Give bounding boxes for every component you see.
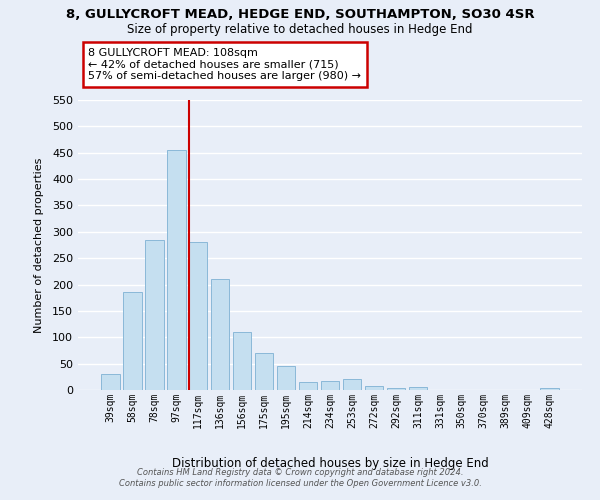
Bar <box>101 374 119 390</box>
Bar <box>145 240 164 390</box>
Bar <box>277 366 295 390</box>
Y-axis label: Number of detached properties: Number of detached properties <box>34 158 44 332</box>
Bar <box>233 332 251 390</box>
Text: Size of property relative to detached houses in Hedge End: Size of property relative to detached ho… <box>127 22 473 36</box>
Bar <box>255 353 274 390</box>
Text: Distribution of detached houses by size in Hedge End: Distribution of detached houses by size … <box>172 458 488 470</box>
Bar <box>409 388 427 390</box>
Bar <box>343 380 361 390</box>
Bar <box>189 242 208 390</box>
Bar <box>386 388 405 390</box>
Bar <box>320 380 340 390</box>
Bar <box>123 292 142 390</box>
Bar <box>211 280 229 390</box>
Bar <box>167 150 185 390</box>
Bar <box>541 388 559 390</box>
Text: 8 GULLYCROFT MEAD: 108sqm
← 42% of detached houses are smaller (715)
57% of semi: 8 GULLYCROFT MEAD: 108sqm ← 42% of detac… <box>88 48 361 81</box>
Text: Contains HM Land Registry data © Crown copyright and database right 2024.
Contai: Contains HM Land Registry data © Crown c… <box>119 468 481 487</box>
Text: 8, GULLYCROFT MEAD, HEDGE END, SOUTHAMPTON, SO30 4SR: 8, GULLYCROFT MEAD, HEDGE END, SOUTHAMPT… <box>65 8 535 20</box>
Bar <box>365 386 383 390</box>
Bar <box>299 382 317 390</box>
